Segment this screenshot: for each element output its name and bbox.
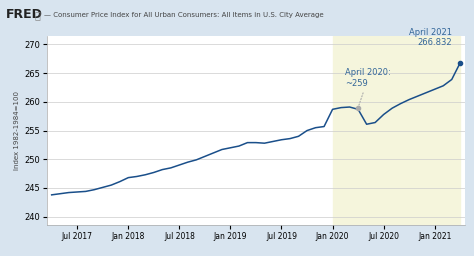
Text: — Consumer Price Index for All Urban Consumers: All Items in U.S. City Average: — Consumer Price Index for All Urban Con… [44, 12, 323, 18]
Text: FRED: FRED [6, 8, 43, 22]
Text: April 2021
266.832: April 2021 266.832 [409, 28, 452, 47]
Bar [333, 36, 460, 225]
Text: April 2020:
~259: April 2020: ~259 [346, 68, 391, 105]
Y-axis label: Index 1982-1984=100: Index 1982-1984=100 [14, 91, 20, 170]
Text: ⫅: ⫅ [34, 10, 40, 20]
